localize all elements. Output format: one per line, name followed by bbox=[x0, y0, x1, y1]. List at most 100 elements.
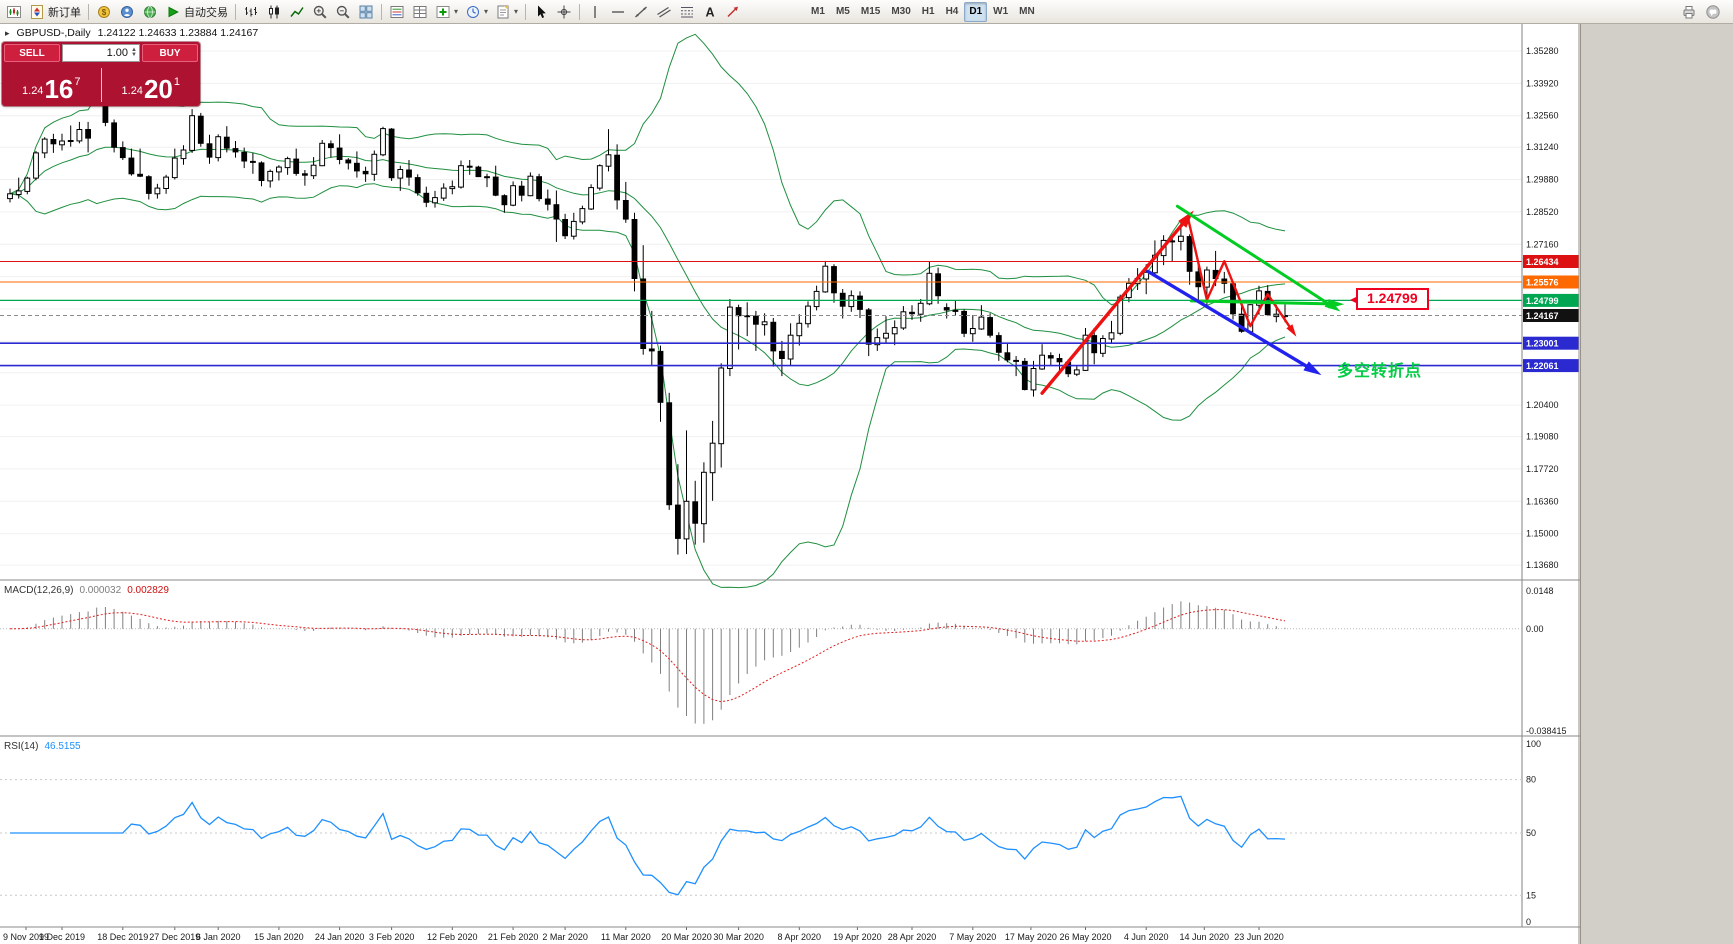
price-axis bbox=[1522, 24, 1580, 944]
chart-background[interactable] bbox=[0, 24, 1580, 944]
timeframe-H1[interactable]: H1 bbox=[917, 2, 940, 22]
dropdown-caret-icon: ▾ bbox=[454, 6, 459, 16]
new-chart-button[interactable] bbox=[3, 2, 25, 22]
red-up-arrow[interactable] bbox=[1040, 215, 1190, 395]
tmpl-icon bbox=[497, 5, 509, 18]
blue-arrow[interactable] bbox=[1146, 269, 1316, 373]
coin-button[interactable]: $ bbox=[93, 2, 115, 22]
timeframe-D1[interactable]: D1 bbox=[964, 1, 988, 22]
indicators-button[interactable]: ▾ bbox=[432, 2, 461, 22]
red-zigzag[interactable] bbox=[1186, 216, 1294, 333]
volume-down-icon[interactable]: ▼ bbox=[131, 52, 137, 58]
chart-canvas[interactable]: 1.35280 1.33920 1.32560 1.31240 1.29880 1.285… bbox=[0, 24, 1580, 944]
rsi-label: RSI(14) bbox=[4, 741, 39, 752]
cursor-icon bbox=[538, 5, 546, 18]
dropdown-caret-icon: ▾ bbox=[514, 6, 519, 16]
date-label: 12 Feb 2020 bbox=[427, 932, 478, 942]
trade-panel-controls: SELL 1.00 ▲ ▼ BUY bbox=[2, 42, 200, 64]
turning-point-label[interactable]: 多空转折点 bbox=[1337, 363, 1423, 380]
market-watch-button[interactable] bbox=[386, 2, 408, 22]
fibonacci-button[interactable] bbox=[676, 2, 698, 22]
price-tick-label: 1.15000 bbox=[1526, 529, 1559, 539]
community-button[interactable] bbox=[116, 2, 138, 22]
sell-button[interactable]: SELL bbox=[4, 44, 60, 62]
timeframe-MN[interactable]: MN bbox=[1014, 2, 1040, 22]
macd-axis-max: 0.0148 bbox=[1526, 586, 1554, 596]
candle-chart-button[interactable] bbox=[263, 2, 285, 22]
svg-text:1.23001: 1.23001 bbox=[1526, 339, 1559, 349]
current-price-line-badge bbox=[1523, 309, 1579, 322]
print-button[interactable] bbox=[1678, 2, 1700, 22]
trendline-button[interactable] bbox=[630, 2, 652, 22]
crosshair-button[interactable] bbox=[553, 2, 575, 22]
hline-icon bbox=[612, 10, 625, 13]
price-tick-label: 1.31240 bbox=[1526, 142, 1559, 152]
chart-symbol-period: GBPUSD-,Daily bbox=[16, 27, 91, 39]
svg-text:1.24167: 1.24167 bbox=[1526, 311, 1559, 321]
timeframe-M5[interactable]: M5 bbox=[831, 2, 855, 22]
buy-price-prefix: 1.24 bbox=[121, 85, 143, 97]
date-label: 3 Feb 2020 bbox=[369, 932, 415, 942]
toolbar-separator bbox=[88, 3, 89, 20]
new-order-button[interactable]: 新订单 bbox=[26, 2, 84, 22]
oneclick-toggle-icon[interactable]: ▸ bbox=[5, 27, 10, 38]
vertical-line-button[interactable] bbox=[584, 2, 606, 22]
text-button[interactable]: A bbox=[699, 2, 721, 22]
web-terminal-button[interactable] bbox=[139, 2, 161, 22]
toolbar-right-group bbox=[1678, 2, 1724, 22]
zoom-out-button[interactable] bbox=[332, 2, 354, 22]
zoomin-icon bbox=[313, 5, 327, 19]
volume-input[interactable]: 1.00 ▲ ▼ bbox=[62, 44, 140, 62]
date-label: 28 Apr 2020 bbox=[888, 932, 937, 942]
volume-up-icon[interactable]: ▲ bbox=[131, 47, 137, 53]
price-tick-label: 1.35280 bbox=[1526, 46, 1559, 56]
chat-button[interactable] bbox=[1702, 2, 1724, 22]
timeframe-M1[interactable]: M1 bbox=[806, 2, 830, 22]
zoom-in-button[interactable] bbox=[309, 2, 331, 22]
line-chart-button[interactable] bbox=[286, 2, 308, 22]
timeframe-W1[interactable]: W1 bbox=[988, 2, 1013, 22]
macd-axis-min: -0.038415 bbox=[1526, 726, 1567, 736]
svg-text:1.24799: 1.24799 bbox=[1526, 296, 1559, 306]
timeframe-M30[interactable]: M30 bbox=[886, 2, 915, 22]
price-tick-label: 1.16360 bbox=[1526, 496, 1559, 506]
bollinger-bands bbox=[9, 33, 1286, 589]
price-callout-label[interactable]: 1.24799 bbox=[1350, 288, 1429, 310]
horizontal-line-button[interactable] bbox=[607, 2, 629, 22]
arrows-button[interactable] bbox=[722, 2, 744, 22]
green-trendline[interactable] bbox=[1175, 204, 1336, 309]
periods-button[interactable]: ▾ bbox=[462, 2, 491, 22]
chat-icon bbox=[1706, 4, 1720, 19]
cursor-button[interactable] bbox=[530, 2, 552, 22]
volume-spinner[interactable]: ▲ ▼ bbox=[131, 47, 137, 58]
resistance-line-orange-badge bbox=[1523, 275, 1579, 289]
toolbar-separator bbox=[381, 3, 382, 20]
data-window-button[interactable] bbox=[409, 2, 431, 22]
chan-icon bbox=[657, 6, 671, 18]
date-label: 20 Mar 2020 bbox=[661, 932, 712, 942]
date-label: 9 Dec 2019 bbox=[39, 932, 85, 942]
buy-price[interactable]: 1.24 20 1 bbox=[102, 64, 201, 106]
rsi-line bbox=[10, 795, 1286, 896]
buy-price-big: 20 bbox=[143, 73, 173, 104]
auto-trading-button-label: 自动交易 bbox=[184, 6, 228, 19]
date-label: 21 Feb 2020 bbox=[488, 932, 539, 942]
support-line-green-badge bbox=[1523, 293, 1579, 307]
rsi-tick-label: 100 bbox=[1526, 739, 1541, 749]
buy-price-sup: 1 bbox=[173, 76, 180, 88]
green-support-line[interactable] bbox=[1189, 299, 1338, 306]
bar-chart-button[interactable] bbox=[240, 2, 262, 22]
date-label: 4 Jun 2020 bbox=[1124, 932, 1169, 942]
timeframe-H4[interactable]: H4 bbox=[941, 2, 964, 22]
workspace-background bbox=[1580, 24, 1733, 944]
channel-button[interactable] bbox=[653, 2, 675, 22]
sell-price[interactable]: 1.24 16 7 bbox=[2, 64, 101, 106]
auto-trading-button[interactable]: 自动交易 bbox=[162, 2, 231, 22]
timeframe-M15[interactable]: M15 bbox=[856, 2, 885, 22]
macd-value: 0.000032 bbox=[79, 585, 122, 596]
date-label: 18 Dec 2019 bbox=[97, 932, 148, 942]
buy-button[interactable]: BUY bbox=[142, 44, 198, 62]
tile-windows-button[interactable] bbox=[355, 2, 377, 22]
arrows-icon bbox=[727, 6, 739, 17]
templates-button[interactable]: ▾ bbox=[492, 2, 521, 22]
